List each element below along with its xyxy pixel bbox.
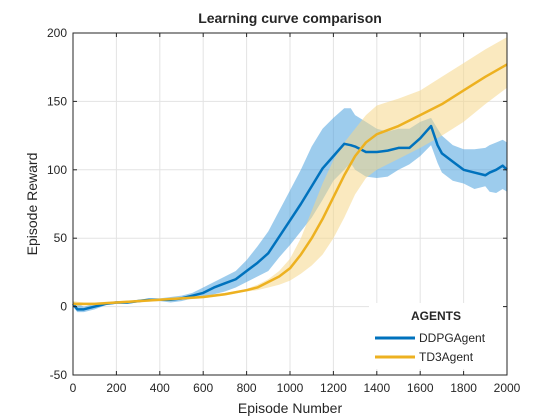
y-tick-label: 50 [54,231,68,245]
y-tick-label: 200 [47,26,67,40]
legend-label-td3: TD3Agent [419,350,474,364]
x-tick-label: 1600 [407,381,434,395]
y-tick-label: 0 [60,300,67,314]
legend: AGENTS DDPGAgent TD3Agent [369,303,503,369]
x-tick-label: 1200 [320,381,347,395]
x-tick-label: 200 [106,381,126,395]
confidence-band-ddpg [73,108,507,313]
x-tick-label: 800 [237,381,257,395]
y-axis-label: Episode Reward [24,153,40,256]
chart-title: Learning curve comparison [198,10,382,26]
x-tick-label: 1000 [277,381,304,395]
x-tick-label: 600 [193,381,213,395]
y-tick-label: 150 [47,94,67,108]
confidence-bands [73,37,507,313]
x-tick-label: 1400 [363,381,390,395]
legend-title: AGENTS [411,309,461,323]
y-tick-label: -50 [50,368,68,382]
x-tick-label: 2000 [494,381,521,395]
y-tick-label: 100 [47,163,67,177]
x-tick-label: 1800 [450,381,477,395]
x-axis-label: Episode Number [238,400,343,416]
x-tick-label: 400 [150,381,170,395]
series-lines [72,63,508,311]
x-tick-label: 0 [70,381,77,395]
confidence-band-td3 [73,37,507,307]
series-line-td3 [73,63,508,306]
axis-ticks: 0 200 400 600 800 1000 1200 1400 1600 1800 2000-50… [47,26,521,395]
legend-label-ddpg: DDPGAgent [419,331,486,345]
